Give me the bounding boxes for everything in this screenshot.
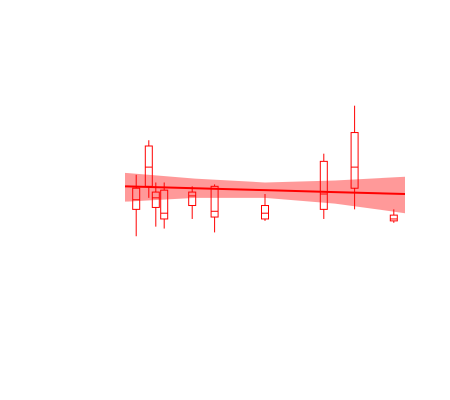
fit-line bbox=[124, 185, 406, 195]
box-body bbox=[210, 185, 219, 218]
box-4 bbox=[160, 182, 169, 229]
fit-line-layer bbox=[124, 185, 406, 195]
box-body bbox=[261, 205, 269, 220]
box-body bbox=[160, 189, 169, 220]
box-body bbox=[132, 187, 141, 210]
box-3 bbox=[151, 182, 160, 227]
confidence-band-layer bbox=[125, 172, 405, 214]
box-body bbox=[319, 160, 328, 210]
box-body bbox=[389, 214, 398, 222]
box-10 bbox=[389, 209, 398, 223]
box-8 bbox=[319, 153, 328, 219]
box-6 bbox=[210, 184, 219, 233]
confidence-band bbox=[125, 172, 405, 214]
boxes-layer bbox=[132, 105, 398, 237]
box-body bbox=[350, 132, 359, 189]
box-body bbox=[188, 191, 197, 207]
box-7 bbox=[261, 194, 269, 221]
box-body bbox=[151, 191, 160, 208]
